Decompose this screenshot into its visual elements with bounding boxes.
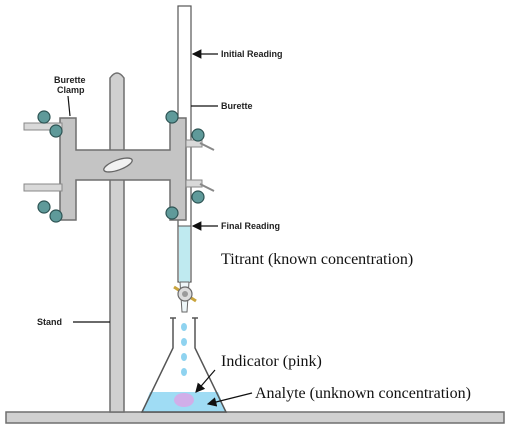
stopcock	[174, 287, 196, 301]
label-indicator: Indicator (pink)	[221, 353, 322, 370]
knob	[192, 129, 204, 141]
label-stand: Stand	[37, 317, 62, 327]
knob	[192, 191, 204, 203]
titrant-drops	[181, 323, 187, 376]
knob	[38, 201, 50, 213]
knob	[50, 210, 62, 222]
label-initial-reading: Initial Reading	[221, 49, 283, 59]
titrant-liquid	[179, 226, 190, 282]
stand-rod	[110, 73, 124, 412]
knob	[38, 111, 50, 123]
knob	[166, 111, 178, 123]
label-final-reading: Final Reading	[221, 221, 280, 231]
label-titrant: Titrant (known concentration)	[221, 251, 413, 268]
drop	[181, 353, 187, 361]
label-burette-clamp-2: Clamp	[57, 85, 85, 95]
indicator-color	[174, 393, 194, 407]
stand-base	[6, 412, 504, 423]
label-analyte: Analyte (unknown concentration)	[255, 385, 471, 402]
drop	[181, 323, 187, 331]
label-burette-clamp-1: Burette	[54, 75, 86, 85]
knob	[166, 207, 178, 219]
label-burette: Burette	[221, 101, 253, 111]
knob	[50, 125, 62, 137]
drop	[181, 368, 187, 376]
drop	[181, 338, 187, 346]
